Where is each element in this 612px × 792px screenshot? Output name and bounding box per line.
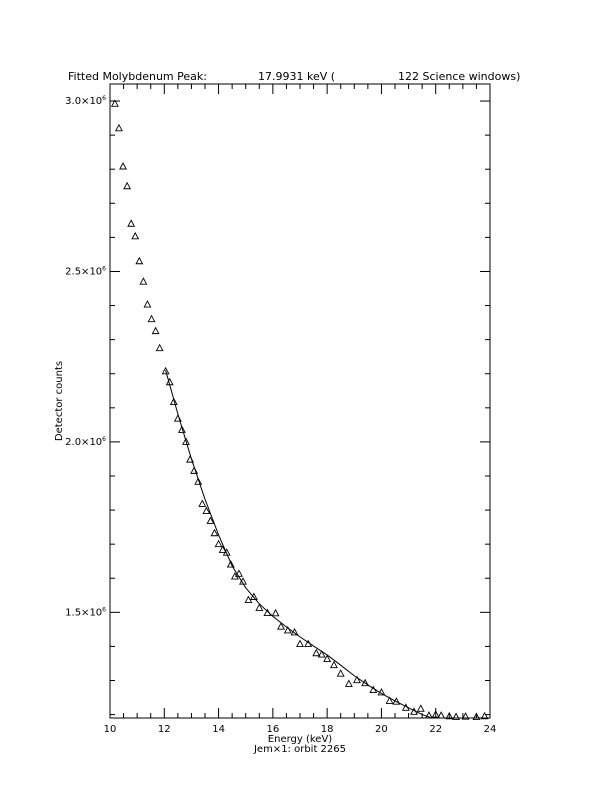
data-point [147,314,156,323]
y-axis-tick-labels: 1.5×106 2.0×106 2.5×106 3.0×106 [65,95,106,618]
x-axis-tick-labels: 10 12 14 16 18 20 22 24 [104,724,497,735]
x-tick-label: 24 [484,724,497,735]
data-point [177,425,186,433]
data-point [271,608,280,617]
data-point [206,516,215,524]
data-point [401,703,410,711]
data-point [139,277,148,285]
data-point [135,256,144,265]
data-point [190,466,199,474]
chart-footer: Jem×1: orbit 2265 [253,744,346,755]
data-point [151,326,160,335]
x-axis-label: Energy (keV) [268,734,333,745]
data-point [353,675,361,684]
data-point [283,625,292,634]
data-point [115,123,123,132]
x-tick-label: 14 [212,724,225,735]
data-point [361,678,370,687]
data-point [161,366,170,375]
data-point [304,639,313,647]
data-point [169,397,178,405]
data-point [119,162,127,170]
title-left: Fitted Molybdenum Peak: [68,70,207,83]
data-point [392,697,401,705]
data-point [424,711,433,719]
x-tick-label: 10 [104,724,117,735]
data-point [226,560,235,568]
data-point [143,300,152,308]
title-right: 122 Science windows) [398,70,520,83]
data-point [210,528,219,537]
data-point [480,711,489,720]
data-point [218,545,227,553]
fit-curve [165,370,434,718]
data-point [452,712,461,720]
x-tick-label: 22 [429,724,442,735]
data-point [377,687,386,696]
data-point [323,654,332,662]
data-point [329,660,338,669]
data-point [249,592,258,600]
data-point [186,455,195,463]
data-point [165,377,174,386]
fit-curve-group [165,370,434,718]
data-point [277,622,285,630]
data-point [431,710,440,718]
plot-frame [109,83,491,719]
data-point [222,548,231,556]
data-point [173,414,182,422]
data-point [194,477,203,485]
data-point [182,437,190,445]
x-tick-label: 20 [375,724,388,735]
y-tick-label: 1.5×106 [65,606,106,618]
data-point [263,608,272,616]
data-point [244,595,253,604]
data-point [416,704,425,712]
data-point [127,219,136,227]
data-point [202,506,211,515]
data-point [239,577,247,585]
data-point [131,231,140,240]
data-point [369,685,378,693]
data-point [110,99,119,107]
data-point [214,539,223,548]
data-point [437,711,446,719]
data-point [290,627,299,636]
chart-title: Fitted Molybdenum Peak: 17.9931 keV ( 12… [68,70,520,83]
data-point [445,711,454,720]
data-point [155,343,164,352]
data-point [336,669,345,677]
x-axis-ticks [109,84,491,718]
y-tick-label: 2.0×106 [65,436,106,448]
x-tick-label: 12 [158,724,171,735]
x-tick-label: 18 [321,724,334,735]
y-tick-label: 2.5×106 [65,265,106,277]
data-point [198,499,207,507]
data-points-group [110,99,489,720]
data-point [312,648,321,657]
data-point [123,181,132,190]
data-point [296,639,304,647]
title-energy: 17.9931 keV ( [258,70,335,83]
data-point [234,569,243,577]
data-point [317,650,326,658]
y-tick-label: 3.0×106 [65,95,106,107]
data-point [385,696,394,704]
x-tick-label: 16 [266,724,279,735]
data-point [461,712,470,720]
data-point [255,603,264,611]
y-axis-ticks [110,100,490,716]
y-axis-label: Detector counts [54,361,65,441]
data-point [344,679,353,687]
data-point [472,712,481,720]
data-point [410,707,418,715]
